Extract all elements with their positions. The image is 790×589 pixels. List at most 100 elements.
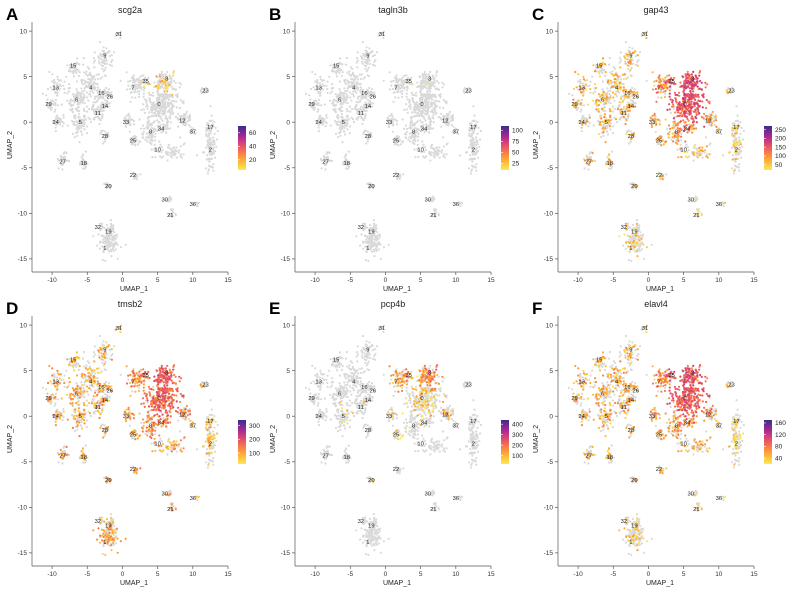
cell-point bbox=[670, 112, 672, 114]
cell-point bbox=[379, 236, 381, 238]
cell-point bbox=[366, 227, 368, 229]
cell-point bbox=[323, 85, 325, 87]
cell-point bbox=[360, 233, 362, 235]
cell-point bbox=[442, 136, 444, 138]
cell-point bbox=[319, 95, 321, 97]
cell-point bbox=[130, 118, 132, 120]
cell-point bbox=[479, 138, 481, 140]
cell-point bbox=[425, 98, 427, 100]
cell-point bbox=[360, 86, 362, 88]
cell-point bbox=[148, 111, 150, 113]
cell-point bbox=[705, 136, 707, 138]
cell-point bbox=[416, 108, 418, 110]
cell-point bbox=[91, 76, 93, 78]
cell-point bbox=[329, 64, 331, 66]
colorbar-tick-label: 40 bbox=[249, 144, 257, 151]
cell-point bbox=[309, 99, 311, 101]
cell-point bbox=[402, 84, 404, 86]
cell-point bbox=[414, 122, 416, 124]
cell-point-expressed bbox=[697, 209, 699, 211]
cell-point bbox=[72, 104, 74, 106]
cell-point bbox=[372, 55, 374, 57]
cell-point bbox=[341, 113, 343, 115]
cell-point bbox=[435, 88, 437, 90]
cell-point bbox=[94, 98, 96, 100]
cell-point bbox=[433, 77, 435, 79]
cell-point bbox=[475, 136, 477, 138]
cell-point bbox=[92, 104, 94, 106]
cell-point bbox=[97, 98, 99, 100]
cell-point bbox=[471, 135, 473, 137]
cell-point bbox=[480, 130, 482, 132]
cell-point bbox=[431, 144, 433, 146]
cell-point bbox=[154, 144, 156, 146]
cell-point-expressed bbox=[617, 108, 619, 110]
cell-point bbox=[680, 133, 682, 135]
cell-point bbox=[470, 172, 472, 174]
cell-point bbox=[151, 140, 153, 142]
cell-point bbox=[428, 86, 430, 88]
cell-point bbox=[132, 79, 134, 81]
cell-point-expressed bbox=[715, 116, 717, 118]
cell-point bbox=[133, 135, 135, 137]
cell-point-expressed bbox=[600, 117, 602, 119]
cell-point bbox=[428, 73, 430, 75]
cluster-label: 29 bbox=[308, 102, 314, 108]
cell-point-expressed bbox=[582, 95, 584, 97]
cell-point bbox=[335, 70, 337, 72]
cell-point bbox=[183, 153, 185, 155]
cluster-label: 2 bbox=[472, 148, 475, 154]
cell-point bbox=[168, 116, 170, 118]
cell-point bbox=[104, 63, 106, 65]
cluster-label: 30 bbox=[161, 198, 167, 204]
cell-point-expressed bbox=[622, 74, 624, 76]
cell-point bbox=[148, 121, 150, 123]
cell-point bbox=[139, 173, 141, 175]
cell-point bbox=[643, 258, 645, 260]
cell-point bbox=[472, 140, 474, 142]
cell-point-expressed bbox=[664, 96, 666, 98]
cell-point bbox=[403, 128, 405, 130]
cell-point-expressed bbox=[610, 82, 612, 84]
cluster-label: 22 bbox=[130, 173, 136, 179]
cell-point bbox=[162, 149, 164, 151]
cell-point bbox=[433, 114, 435, 116]
cell-point-expressed bbox=[586, 155, 588, 157]
colorbar-tick-label: 60 bbox=[249, 130, 257, 137]
cell-point-expressed bbox=[581, 127, 583, 129]
cell-point bbox=[159, 155, 161, 157]
cell-point-expressed bbox=[706, 145, 708, 147]
cell-point bbox=[580, 111, 582, 113]
cell-point-expressed bbox=[630, 61, 632, 63]
cell-point bbox=[107, 239, 109, 241]
cell-point-expressed bbox=[592, 92, 594, 94]
cell-point bbox=[348, 85, 350, 87]
cell-point bbox=[620, 51, 622, 53]
cell-point bbox=[130, 92, 132, 94]
cell-point bbox=[55, 127, 57, 129]
cell-point bbox=[375, 228, 377, 230]
cell-point bbox=[622, 245, 624, 247]
cell-point-expressed bbox=[668, 74, 670, 76]
cell-point bbox=[145, 127, 147, 129]
cell-point bbox=[99, 41, 101, 43]
cell-point-expressed bbox=[664, 77, 666, 79]
cell-point bbox=[627, 130, 629, 132]
x-tick-label: 5 bbox=[419, 277, 423, 284]
cell-point bbox=[419, 91, 421, 93]
cell-point-expressed bbox=[660, 136, 662, 138]
cluster-label: 35 bbox=[405, 79, 411, 85]
cell-point bbox=[627, 113, 629, 115]
cell-point bbox=[175, 88, 177, 90]
cluster-label: 3 bbox=[428, 76, 431, 82]
cell-point-expressed bbox=[672, 140, 674, 142]
cell-point bbox=[580, 81, 582, 83]
cell-point-expressed bbox=[158, 84, 160, 86]
cell-point bbox=[97, 83, 99, 85]
cell-point bbox=[54, 102, 56, 104]
cell-point bbox=[143, 128, 145, 130]
cell-point bbox=[126, 88, 128, 90]
cluster-label: 12 bbox=[442, 118, 448, 124]
cell-point bbox=[158, 140, 160, 142]
cell-point bbox=[335, 133, 337, 135]
